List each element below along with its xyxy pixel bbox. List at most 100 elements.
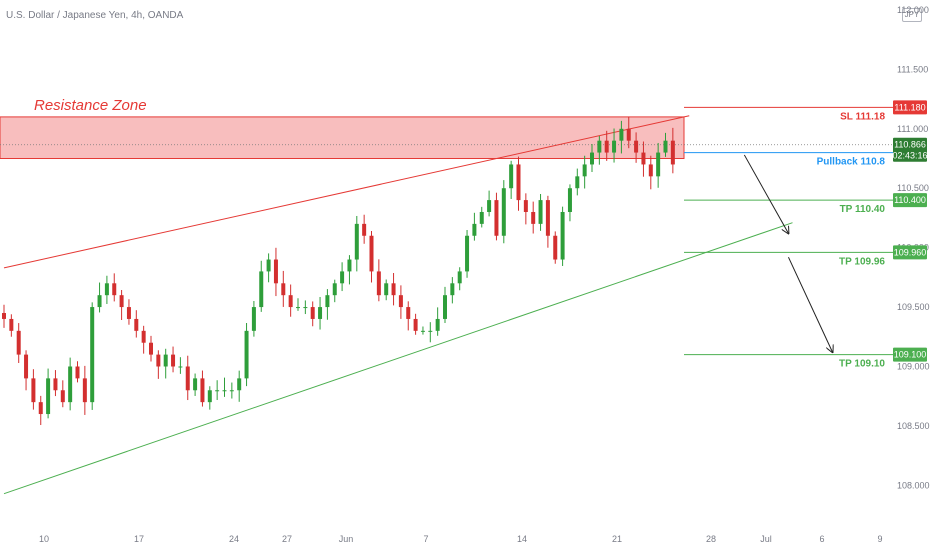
candle-body [597,140,602,153]
candle-body [310,307,315,319]
candle-body [9,318,14,331]
candle-body [384,283,389,296]
candle-body [119,295,124,308]
candle-body [567,188,572,212]
candle-body [60,390,65,403]
candle-body [215,390,220,392]
candle-body [494,200,499,236]
candle-body [75,366,80,379]
level-tag [893,100,927,115]
candle-body [634,140,639,153]
candle-body [38,402,43,415]
x-tick-label: 24 [229,534,239,544]
resistance-zone [0,116,685,160]
candle-body [560,211,565,260]
candle-body [281,283,286,296]
candle-body [53,378,58,391]
x-tick-label: Jul [760,534,772,544]
level-label: TP 109.96 [839,256,885,267]
candle-layer [2,116,675,426]
candle-body [406,307,411,319]
candle-body [443,295,447,319]
level-layer: SL 111.18 Pullback 110.8 TP 110.40 TP 109.9… [684,106,893,370]
current-price-tag [893,137,927,162]
x-tick-label: 21 [612,534,622,544]
candle-body [237,378,242,391]
arrow [743,154,788,233]
candle-body [193,378,198,391]
candle-body [553,235,558,260]
x-tick-label: 10 [39,534,49,544]
resistance-zone-label: Resistance Zone [34,97,147,114]
candle-body [244,330,249,379]
level-tag [893,347,927,362]
y-tick-label: 109.000 [897,361,930,371]
candle-body [251,307,256,331]
candle-body [376,271,381,296]
x-tick-label: 17 [134,534,144,544]
candle-body [641,152,646,165]
level-tag [893,193,927,208]
candle-body [207,390,212,403]
candle-body [178,366,183,368]
candle-body [82,378,87,403]
candle-body [479,211,484,224]
candle-body [266,259,271,272]
candle-body [582,164,587,177]
price-tag-layer: 111.180110.800110.400109.960109.100110.8… [892,100,928,362]
candle-body [523,200,528,212]
candle-body [450,283,455,296]
candle-body [472,223,477,236]
candle-body [31,378,36,403]
x-tick-label: 9 [877,534,882,544]
candle-body [141,330,146,343]
candle-body [288,295,293,308]
x-tick-label: 27 [282,534,292,544]
candle-body [501,188,506,236]
candle-body [428,330,433,332]
x-tick-label: Jun [339,534,354,544]
candle-body [156,354,161,367]
arrow-layer [743,154,832,352]
candle-body [398,295,403,308]
y-tick-label: 109.500 [897,302,930,312]
candle-body [663,140,668,153]
candle-body [318,307,323,319]
y-tick-label: 112.000 [897,5,929,15]
candle-body [604,140,609,153]
candle-body [296,307,300,309]
candle-body [104,283,109,296]
x-axis: 10 17 24 27 Jun 7 14 21 28 Jul 6 9 [39,534,883,544]
y-tick-label: 108.000 [897,480,930,490]
candle-body [457,271,462,284]
candle-body [575,176,580,189]
level-tag-text: 110.400 [894,195,926,205]
level-label: SL 111.18 [840,111,885,122]
currency-badge[interactable]: JPY [902,8,922,22]
x-tick-label: 6 [819,534,824,544]
candle-body [362,223,367,236]
candle-body [340,271,345,284]
x-tick-label: 7 [423,534,428,544]
candle-body [369,235,374,272]
candle-body [538,200,543,224]
candle-body [354,223,359,260]
x-tick-label: 14 [517,534,527,544]
candle-body [97,295,102,308]
candle-body [612,140,617,153]
candle-body [112,283,117,296]
candle-body [185,366,190,391]
candle-body [465,235,470,272]
candle-body [126,307,131,319]
candle-body [391,283,396,296]
candle-body [626,128,631,141]
candle-body [16,330,21,355]
level-tag-text: 109.100 [894,350,927,360]
candle-body [2,313,6,319]
candle-body [332,283,337,296]
candle-body [516,164,521,201]
arrow [787,256,832,352]
candle-body [134,318,139,331]
candle-body [229,390,234,392]
